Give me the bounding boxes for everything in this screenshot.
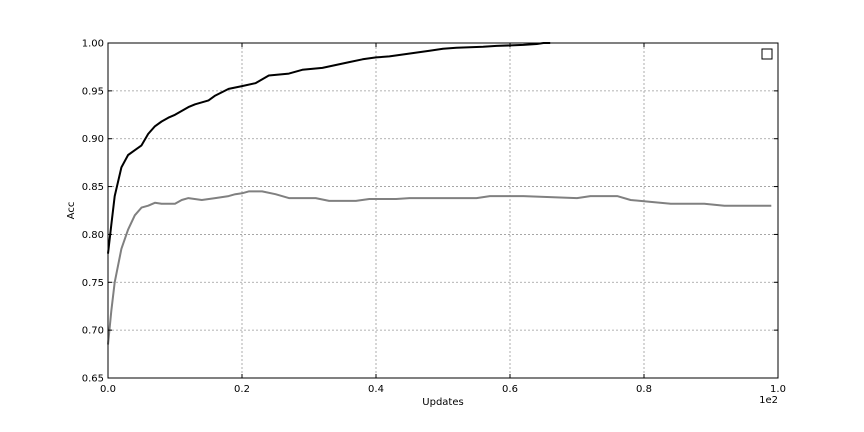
series-line-2: [107, 190, 772, 345]
x-tick-label: 0.6: [502, 384, 518, 395]
y-tick-label: 1.00: [82, 39, 104, 50]
plot-frame: [107, 42, 779, 379]
y-tick-label: 0.85: [82, 182, 104, 193]
legend: [761, 48, 773, 60]
x-axis-multiplier: 1e2: [759, 395, 778, 406]
x-tick-label: 0.2: [234, 384, 250, 395]
x-tick-label: 0.4: [368, 384, 384, 395]
y-tick-label: 0.65: [82, 374, 104, 385]
x-axis-label: Updates: [422, 397, 463, 408]
x-tick-label: 0.0: [100, 384, 116, 395]
y-axis-label: Acc: [66, 202, 77, 220]
legend-box: [761, 48, 773, 60]
series-group: [107, 42, 772, 345]
y-tick-label: 0.90: [82, 134, 104, 145]
ticks: 0.0 0.2 0.4 0.6 0.8 1.0 0.65 0.70 0.75 0.80 0.85 0.…: [82, 39, 786, 396]
x-tick-label: 0.8: [636, 384, 652, 395]
y-tick-label: 0.70: [82, 326, 104, 337]
y-tick-label: 0.95: [82, 86, 104, 97]
y-tick-label: 0.75: [82, 278, 104, 289]
series-line-1: [107, 42, 551, 254]
y-tick-label: 0.80: [82, 230, 104, 241]
x-tick-label: 1.0: [770, 384, 786, 395]
